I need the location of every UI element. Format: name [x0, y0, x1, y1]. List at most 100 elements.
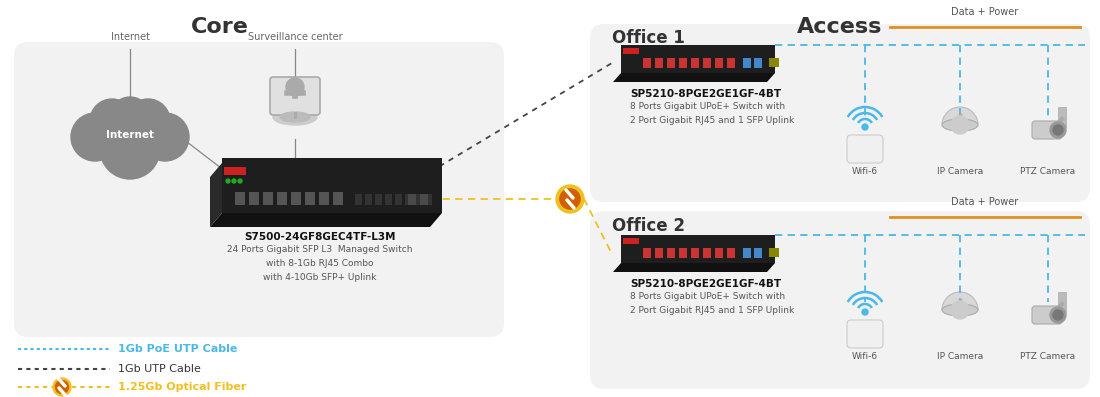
Text: Wifi-6: Wifi-6 [851, 167, 878, 176]
Bar [420, 194, 428, 205]
Text: Access: Access [798, 17, 882, 37]
FancyBboxPatch shape [847, 320, 883, 348]
Circle shape [90, 99, 134, 143]
FancyBboxPatch shape [847, 135, 883, 163]
Circle shape [1053, 310, 1063, 320]
Polygon shape [621, 235, 775, 263]
Bar [703, 58, 711, 68]
Ellipse shape [273, 109, 317, 125]
FancyBboxPatch shape [590, 24, 1090, 202]
Bar [742, 58, 751, 68]
Circle shape [1053, 125, 1063, 135]
Bar [292, 192, 301, 205]
Circle shape [108, 113, 152, 157]
FancyBboxPatch shape [270, 77, 320, 115]
Circle shape [53, 378, 72, 396]
Text: with 4-10Gb SFP+ Uplink: with 4-10Gb SFP+ Uplink [263, 273, 376, 282]
Text: 2 Port Gigabit RJ45 and 1 SFP Uplink: 2 Port Gigabit RJ45 and 1 SFP Uplink [630, 116, 794, 125]
Text: IP Camera: IP Camera [937, 352, 983, 361]
Bar [623, 238, 639, 244]
Bar [235, 192, 245, 205]
Circle shape [55, 380, 68, 393]
Bar [644, 58, 651, 68]
Polygon shape [613, 263, 776, 272]
Bar [742, 248, 751, 258]
Circle shape [862, 309, 868, 315]
Circle shape [952, 116, 969, 134]
Bar [654, 58, 663, 68]
Text: 1.25Gb Optical Fiber: 1.25Gb Optical Fiber [118, 382, 246, 392]
Text: Data + Power: Data + Power [952, 197, 1019, 207]
Bar [319, 192, 329, 205]
Bar [224, 167, 246, 175]
Circle shape [286, 78, 304, 96]
Text: Office 2: Office 2 [612, 217, 685, 235]
Bar [715, 248, 723, 258]
Bar [385, 194, 392, 205]
Text: IP Camera: IP Camera [937, 167, 983, 176]
Circle shape [141, 113, 189, 161]
Bar [408, 194, 416, 205]
Text: Core: Core [191, 17, 249, 37]
Text: 1Gb UTP Cable: 1Gb UTP Cable [118, 364, 201, 374]
Bar [333, 192, 343, 205]
Polygon shape [222, 158, 442, 213]
Bar [623, 48, 639, 54]
Bar [667, 58, 675, 68]
Text: S7500-24GF8GEC4TF-L3M: S7500-24GF8GEC4TF-L3M [244, 232, 396, 242]
Ellipse shape [942, 119, 978, 131]
Text: 8 Ports Gigabit UPoE+ Switch with: 8 Ports Gigabit UPoE+ Switch with [630, 102, 785, 111]
Bar [405, 194, 412, 205]
Bar [667, 248, 675, 258]
Bar [769, 248, 779, 257]
Text: PTZ Camera: PTZ Camera [1021, 167, 1076, 176]
Bar [305, 192, 315, 205]
FancyBboxPatch shape [1032, 306, 1062, 324]
Text: PTZ Camera: PTZ Camera [1021, 352, 1076, 361]
Bar [691, 58, 698, 68]
Circle shape [862, 124, 868, 130]
Circle shape [126, 99, 170, 143]
Polygon shape [621, 45, 775, 73]
Bar [691, 248, 698, 258]
Polygon shape [210, 213, 442, 227]
Bar [679, 58, 688, 68]
Wedge shape [942, 107, 978, 125]
Polygon shape [210, 163, 222, 227]
Ellipse shape [942, 304, 978, 316]
Circle shape [110, 97, 150, 137]
Text: Wifi-6: Wifi-6 [851, 352, 878, 361]
Bar [263, 192, 273, 205]
Bar [715, 58, 723, 68]
Wedge shape [942, 292, 978, 310]
Text: 2 Port Gigabit RJ45 and 1 SFP Uplink: 2 Port Gigabit RJ45 and 1 SFP Uplink [630, 306, 794, 315]
Circle shape [238, 179, 242, 183]
Bar [365, 194, 372, 205]
Circle shape [1050, 122, 1066, 138]
Circle shape [100, 119, 160, 179]
Circle shape [560, 189, 580, 209]
Text: 8 Ports Gigabit UPoE+ Switch with: 8 Ports Gigabit UPoE+ Switch with [630, 292, 785, 301]
Text: Internet: Internet [106, 130, 154, 140]
Bar [654, 248, 663, 258]
Bar [355, 194, 362, 205]
FancyBboxPatch shape [590, 211, 1090, 389]
Bar [375, 194, 382, 205]
Bar [703, 248, 711, 258]
Text: SP5210-8PGE2GE1GF-4BT: SP5210-8PGE2GE1GF-4BT [630, 279, 781, 289]
Circle shape [226, 179, 230, 183]
Bar [277, 192, 287, 205]
Text: 1Gb PoE UTP Cable: 1Gb PoE UTP Cable [118, 344, 238, 354]
Bar [727, 248, 735, 258]
Text: Internet: Internet [110, 32, 150, 42]
Circle shape [556, 185, 584, 213]
Text: 24 Ports Gigabit SFP L3  Managed Switch: 24 Ports Gigabit SFP L3 Managed Switch [228, 245, 412, 254]
Bar [644, 248, 651, 258]
Bar [425, 194, 432, 205]
Ellipse shape [280, 112, 310, 122]
Bar [754, 248, 762, 258]
FancyBboxPatch shape [1032, 121, 1062, 139]
Bar [1058, 107, 1066, 127]
Text: SP5210-8PGE2GE1GF-4BT: SP5210-8PGE2GE1GF-4BT [630, 89, 781, 99]
Bar [727, 58, 735, 68]
